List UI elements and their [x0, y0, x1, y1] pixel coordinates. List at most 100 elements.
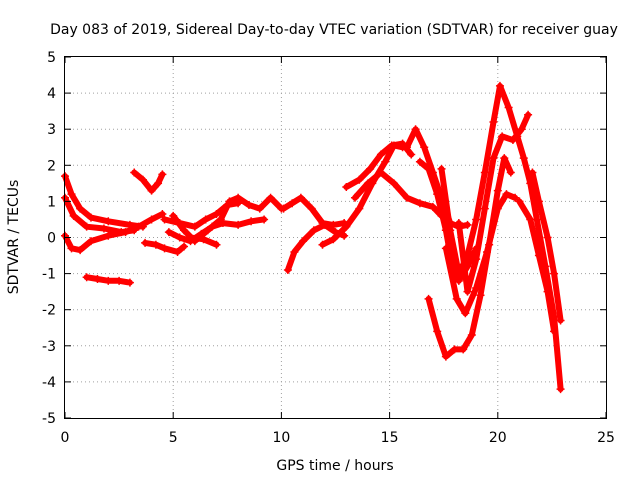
data-point-arc-13-2 — [342, 222, 351, 231]
data-point-arc-3-2 — [76, 246, 85, 255]
y-tick-label-10: 5 — [47, 50, 56, 66]
data-point-arc-18-4 — [459, 345, 468, 354]
data-point-arc-17-0 — [415, 157, 424, 166]
plot-frame — [64, 56, 607, 419]
y-tick-label-2: -3 — [42, 339, 56, 355]
data-point-arc-12-0 — [279, 204, 288, 213]
data-point-arc-21-5 — [493, 204, 502, 213]
data-point-arc-4-3 — [115, 276, 124, 285]
data-point-arc-9-7 — [247, 217, 256, 226]
data-point-arc-3-6 — [134, 222, 143, 231]
data-point-arc-15-2 — [376, 168, 385, 177]
data-point-arc-7-2 — [190, 222, 199, 231]
data-point-arc-19-7 — [495, 81, 504, 90]
series-arc-14 — [342, 139, 416, 191]
data-point-arc-9-5 — [218, 219, 227, 228]
data-point-arc-20-1 — [463, 287, 472, 296]
data-point-arc-13-3 — [355, 204, 364, 213]
data-point-arc-23-0 — [515, 197, 524, 206]
data-point-arc-5-1 — [138, 175, 147, 184]
data-point-arc-19-0 — [437, 164, 446, 173]
data-point-arc-15-1 — [363, 179, 372, 188]
data-point-arc-5-3 — [154, 179, 163, 188]
data-point-arc-14-2 — [366, 164, 375, 173]
data-point-arc-19-4 — [472, 215, 481, 224]
data-point-arc-20-5 — [498, 132, 507, 141]
data-point-arc-1-4 — [104, 217, 113, 226]
data-point-arc-20-0 — [454, 219, 463, 228]
data-point-arc-22-1 — [534, 197, 543, 206]
data-point-arc-21-1 — [452, 294, 461, 303]
data-point-arc-9-0 — [164, 228, 173, 237]
chart-title: Day 083 of 2019, Sidereal Day-to-day VTE… — [50, 22, 618, 38]
data-point-arc-22-2 — [543, 233, 552, 242]
data-point-arc-22-3 — [550, 269, 559, 278]
data-point-arc-19-5 — [480, 168, 489, 177]
data-point-arc-1-2 — [76, 204, 85, 213]
data-point-arc-16-2 — [420, 143, 429, 152]
data-point-arc-20-3 — [480, 204, 489, 213]
data-point-arc-18-2 — [441, 352, 450, 361]
data-layer — [61, 81, 565, 394]
data-point-arc-19-8 — [504, 103, 513, 112]
data-point-arc-23-2 — [534, 251, 543, 260]
data-point-arc-12-5 — [329, 220, 338, 229]
data-point-arc-11-0 — [283, 265, 292, 274]
series-arc-4 — [82, 273, 134, 287]
data-point-arc-17-2 — [433, 190, 442, 199]
series-arc-6 — [141, 238, 189, 256]
x-tick-label-4: 20 — [489, 430, 507, 446]
series-arc-12 — [279, 193, 349, 229]
data-point-arc-18-0 — [424, 294, 433, 303]
data-point-arc-9-6 — [234, 220, 243, 229]
data-point-arc-11-2 — [299, 237, 308, 246]
data-point-arc-12-2 — [296, 193, 305, 202]
data-point-arc-14-4 — [387, 141, 396, 150]
data-point-arc-21-6 — [502, 190, 511, 199]
data-point-arc-21-3 — [472, 284, 481, 293]
data-point-arc-4-1 — [93, 275, 102, 284]
y-tick-label-4: -1 — [42, 267, 56, 283]
series-arc-1 — [61, 172, 147, 231]
data-point-arc-19-10 — [519, 154, 528, 163]
series-arc-20 — [454, 110, 533, 296]
data-point-arc-23-4 — [550, 327, 559, 336]
data-point-arc-7-0 — [160, 215, 169, 224]
data-point-arc-11-3 — [309, 226, 318, 235]
data-point-arc-2-2 — [82, 222, 91, 231]
y-axis-label: SDTVAR / TECUs — [6, 180, 22, 295]
x-tick-label-0: 0 — [61, 430, 70, 446]
tick-layer: 0 5 10 15 20 25 -5 -4 -3 -2 -1 0 1 2 3 4 5 — [42, 50, 615, 446]
data-point-arc-9-8 — [260, 215, 269, 224]
series-arc-23 — [515, 197, 559, 336]
data-point-arc-8-8 — [255, 204, 264, 213]
data-point-arc-18-6 — [476, 291, 485, 300]
data-point-arc-18-9 — [500, 154, 509, 163]
data-point-arc-13-0 — [318, 240, 327, 249]
data-point-arc-6-1 — [151, 240, 160, 249]
data-point-arc-11-1 — [290, 247, 299, 256]
data-point-arc-12-1 — [288, 199, 297, 208]
data-point-arc-19-1 — [446, 226, 455, 235]
data-point-arc-22-0 — [528, 168, 537, 177]
data-point-arc-4-2 — [104, 276, 113, 285]
data-point-arc-23-3 — [543, 287, 552, 296]
data-point-arc-8-5 — [225, 197, 234, 206]
data-point-arc-21-4 — [482, 247, 491, 256]
data-point-arc-9-4 — [208, 222, 217, 231]
data-point-arc-12-3 — [307, 204, 316, 213]
y-tick-label-3: -2 — [42, 303, 56, 319]
data-point-arc-8-1 — [180, 226, 189, 235]
data-point-arc-7-3 — [201, 215, 210, 224]
x-tick-label-3: 15 — [381, 430, 399, 446]
data-point-arc-3-4 — [104, 231, 113, 240]
series-arc-3 — [61, 210, 167, 255]
data-point-arc-14-3 — [376, 150, 385, 159]
data-point-arc-18-5 — [467, 330, 476, 339]
series-trail-arc-21 — [442, 191, 519, 317]
series-arc-11 — [283, 220, 349, 274]
data-point-arc-3-8 — [158, 210, 167, 219]
data-point-arc-15-6 — [428, 202, 437, 211]
